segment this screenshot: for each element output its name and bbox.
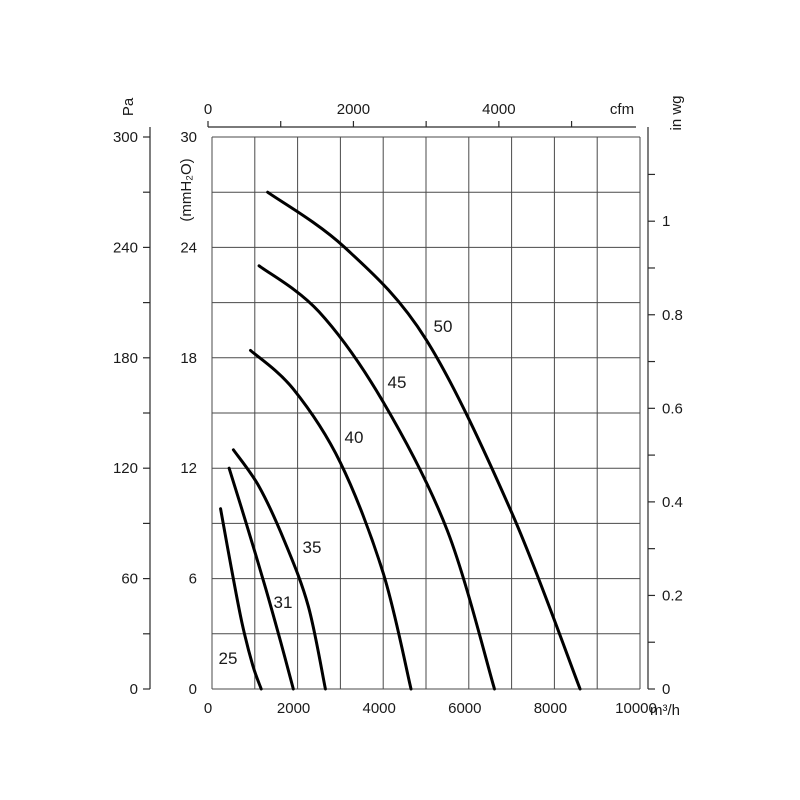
- inwg-tick-label: 0: [662, 681, 670, 698]
- m3h-tick-label: 10000: [615, 700, 657, 717]
- curve-label-25: 25: [219, 649, 238, 668]
- mmh2o-tick-label: 18: [180, 350, 197, 367]
- cfm-axis-title: cfm: [610, 101, 634, 118]
- pa-tick-label: 0: [130, 681, 138, 698]
- inwg-tick-label: 0.8: [662, 307, 683, 324]
- m3h-axis-title: m³/h: [650, 702, 680, 719]
- inwg-axis-title: in wg: [668, 95, 685, 130]
- mmh2o-tick-label: 30: [180, 129, 197, 146]
- pa-tick-label: 300: [113, 129, 138, 146]
- curve-label-40: 40: [345, 428, 364, 447]
- chart-labels: 0 60 120 180 240 300 Pa 0 6 12 18 24 30 (mmH₂O) 0 0.2 0.…: [113, 95, 685, 719]
- pa-tick-label: 60: [121, 571, 138, 588]
- mmh2o-tick-label: 0: [189, 681, 197, 698]
- mmh2o-tick-label: 6: [189, 571, 197, 588]
- pa-tick-label: 240: [113, 239, 138, 256]
- cfm-tick-label: 2000: [337, 101, 370, 118]
- curve-label-50: 50: [434, 317, 453, 336]
- cfm-tick-label: 0: [204, 101, 212, 118]
- curve-label-31: 31: [274, 593, 293, 612]
- inwg-tick-label: 0.6: [662, 400, 683, 417]
- curve-label-45: 45: [388, 373, 407, 392]
- inwg-tick-label: 0.4: [662, 494, 683, 511]
- m3h-tick-label: 4000: [363, 700, 396, 717]
- curve-35: [231, 448, 327, 691]
- performance-curves: [219, 190, 582, 691]
- curve-45: [257, 264, 496, 691]
- curve-label-35: 35: [303, 538, 322, 557]
- curve-40: [249, 348, 413, 691]
- m3h-tick-label: 8000: [534, 700, 567, 717]
- m3h-tick-label: 6000: [448, 700, 481, 717]
- chart-grid: [211, 136, 641, 690]
- curve-50: [266, 190, 582, 691]
- mmh2o-tick-label: 12: [180, 460, 197, 477]
- pa-axis-title: Pa: [120, 97, 137, 116]
- m3h-tick-label: 0: [204, 700, 212, 717]
- m3h-tick-label: 2000: [277, 700, 310, 717]
- chart-axes: [143, 121, 655, 690]
- curve-31: [227, 466, 295, 691]
- inwg-tick-label: 1: [662, 213, 670, 230]
- pa-tick-label: 120: [113, 460, 138, 477]
- mmh2o-axis-title: (mmH₂O): [178, 158, 195, 221]
- curve-25: [219, 507, 263, 691]
- pa-tick-label: 180: [113, 350, 138, 367]
- cfm-tick-label: 4000: [482, 101, 515, 118]
- inwg-tick-label: 0.2: [662, 587, 683, 604]
- mmh2o-tick-label: 24: [180, 239, 197, 256]
